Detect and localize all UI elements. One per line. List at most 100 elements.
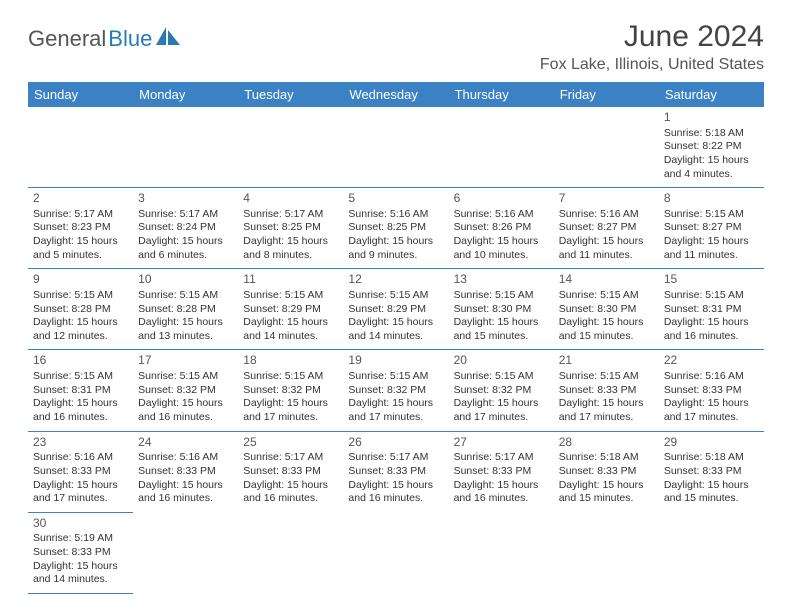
calendar-week-row: 23Sunrise: 5:16 AMSunset: 8:33 PMDayligh… [28,431,764,512]
sunrise-text: Sunrise: 5:17 AM [454,451,549,465]
day-number: 29 [664,435,759,451]
sunset-text: Sunset: 8:29 PM [243,303,338,317]
calendar-day-cell: 13Sunrise: 5:15 AMSunset: 8:30 PMDayligh… [449,269,554,350]
calendar-day-cell: 24Sunrise: 5:16 AMSunset: 8:33 PMDayligh… [133,431,238,512]
sunrise-text: Sunrise: 5:18 AM [664,127,759,141]
calendar-week-row: 30Sunrise: 5:19 AMSunset: 8:33 PMDayligh… [28,512,764,593]
calendar-day-cell: 19Sunrise: 5:15 AMSunset: 8:32 PMDayligh… [343,350,448,431]
sunset-text: Sunset: 8:33 PM [33,465,128,479]
daylight-text: Daylight: 15 hours and 4 minutes. [664,154,759,181]
calendar-day-cell: 23Sunrise: 5:16 AMSunset: 8:33 PMDayligh… [28,431,133,512]
daylight-text: Daylight: 15 hours and 17 minutes. [664,397,759,424]
sunset-text: Sunset: 8:25 PM [243,221,338,235]
sunset-text: Sunset: 8:31 PM [33,384,128,398]
calendar-day-cell: 3Sunrise: 5:17 AMSunset: 8:24 PMDaylight… [133,188,238,269]
daylight-text: Daylight: 15 hours and 11 minutes. [559,235,654,262]
calendar-day-cell: 17Sunrise: 5:15 AMSunset: 8:32 PMDayligh… [133,350,238,431]
sunset-text: Sunset: 8:33 PM [454,465,549,479]
sunset-text: Sunset: 8:31 PM [664,303,759,317]
day-number: 14 [559,272,654,288]
calendar-day-cell: 21Sunrise: 5:15 AMSunset: 8:33 PMDayligh… [554,350,659,431]
daylight-text: Daylight: 15 hours and 5 minutes. [33,235,128,262]
sunset-text: Sunset: 8:33 PM [559,384,654,398]
calendar-week-row: 9Sunrise: 5:15 AMSunset: 8:28 PMDaylight… [28,269,764,350]
weekday-header: Tuesday [238,82,343,107]
month-title: June 2024 [540,20,764,54]
weekday-header-row: SundayMondayTuesdayWednesdayThursdayFrid… [28,82,764,107]
calendar-day-cell: 22Sunrise: 5:16 AMSunset: 8:33 PMDayligh… [659,350,764,431]
sunrise-text: Sunrise: 5:16 AM [454,208,549,222]
day-number: 19 [348,353,443,369]
daylight-text: Daylight: 15 hours and 17 minutes. [559,397,654,424]
sunset-text: Sunset: 8:33 PM [664,384,759,398]
daylight-text: Daylight: 15 hours and 16 minutes. [348,479,443,506]
sunset-text: Sunset: 8:23 PM [33,221,128,235]
daylight-text: Daylight: 15 hours and 9 minutes. [348,235,443,262]
weekday-header: Monday [133,82,238,107]
calendar-day-cell: 30Sunrise: 5:19 AMSunset: 8:33 PMDayligh… [28,512,133,593]
calendar-day-cell: 26Sunrise: 5:17 AMSunset: 8:33 PMDayligh… [343,431,448,512]
calendar-day-cell: 10Sunrise: 5:15 AMSunset: 8:28 PMDayligh… [133,269,238,350]
daylight-text: Daylight: 15 hours and 13 minutes. [138,316,233,343]
sunset-text: Sunset: 8:33 PM [348,465,443,479]
day-number: 7 [559,191,654,207]
day-number: 2 [33,191,128,207]
calendar-empty-cell [238,107,343,188]
day-number: 5 [348,191,443,207]
sunrise-text: Sunrise: 5:15 AM [454,370,549,384]
calendar-empty-cell [133,512,238,593]
day-number: 9 [33,272,128,288]
day-number: 23 [33,435,128,451]
day-number: 26 [348,435,443,451]
calendar-day-cell: 1Sunrise: 5:18 AMSunset: 8:22 PMDaylight… [659,107,764,188]
header: General Blue June 2024 Fox Lake, Illinoi… [28,20,764,74]
calendar-day-cell: 6Sunrise: 5:16 AMSunset: 8:26 PMDaylight… [449,188,554,269]
logo-text-blue: Blue [108,26,152,52]
daylight-text: Daylight: 15 hours and 17 minutes. [33,479,128,506]
calendar-empty-cell [659,512,764,593]
daylight-text: Daylight: 15 hours and 8 minutes. [243,235,338,262]
calendar-day-cell: 4Sunrise: 5:17 AMSunset: 8:25 PMDaylight… [238,188,343,269]
daylight-text: Daylight: 15 hours and 16 minutes. [243,479,338,506]
sunset-text: Sunset: 8:33 PM [664,465,759,479]
sunset-text: Sunset: 8:33 PM [559,465,654,479]
day-number: 18 [243,353,338,369]
day-number: 21 [559,353,654,369]
daylight-text: Daylight: 15 hours and 17 minutes. [243,397,338,424]
sail-icon [156,27,180,45]
calendar-week-row: 16Sunrise: 5:15 AMSunset: 8:31 PMDayligh… [28,350,764,431]
daylight-text: Daylight: 15 hours and 15 minutes. [454,316,549,343]
sunset-text: Sunset: 8:26 PM [454,221,549,235]
sunset-text: Sunset: 8:32 PM [454,384,549,398]
calendar-day-cell: 29Sunrise: 5:18 AMSunset: 8:33 PMDayligh… [659,431,764,512]
sunset-text: Sunset: 8:33 PM [138,465,233,479]
day-number: 12 [348,272,443,288]
sunset-text: Sunset: 8:27 PM [559,221,654,235]
calendar-empty-cell [449,107,554,188]
sunrise-text: Sunrise: 5:16 AM [664,370,759,384]
sunrise-text: Sunrise: 5:16 AM [33,451,128,465]
title-block: June 2024 Fox Lake, Illinois, United Sta… [540,20,764,74]
daylight-text: Daylight: 15 hours and 10 minutes. [454,235,549,262]
daylight-text: Daylight: 15 hours and 14 minutes. [243,316,338,343]
day-number: 10 [138,272,233,288]
calendar-day-cell: 15Sunrise: 5:15 AMSunset: 8:31 PMDayligh… [659,269,764,350]
daylight-text: Daylight: 15 hours and 14 minutes. [348,316,443,343]
sunrise-text: Sunrise: 5:15 AM [33,289,128,303]
sunset-text: Sunset: 8:32 PM [243,384,338,398]
day-number: 4 [243,191,338,207]
location-text: Fox Lake, Illinois, United States [540,56,764,74]
sunrise-text: Sunrise: 5:15 AM [348,289,443,303]
sunset-text: Sunset: 8:30 PM [559,303,654,317]
sunrise-text: Sunrise: 5:16 AM [348,208,443,222]
calendar-week-row: 1Sunrise: 5:18 AMSunset: 8:22 PMDaylight… [28,107,764,188]
sunrise-text: Sunrise: 5:15 AM [348,370,443,384]
sunrise-text: Sunrise: 5:17 AM [33,208,128,222]
calendar-empty-cell [133,107,238,188]
calendar-day-cell: 9Sunrise: 5:15 AMSunset: 8:28 PMDaylight… [28,269,133,350]
sunrise-text: Sunrise: 5:15 AM [664,208,759,222]
sunrise-text: Sunrise: 5:15 AM [664,289,759,303]
logo-text-general: General [28,26,106,52]
daylight-text: Daylight: 15 hours and 16 minutes. [33,397,128,424]
daylight-text: Daylight: 15 hours and 15 minutes. [664,479,759,506]
